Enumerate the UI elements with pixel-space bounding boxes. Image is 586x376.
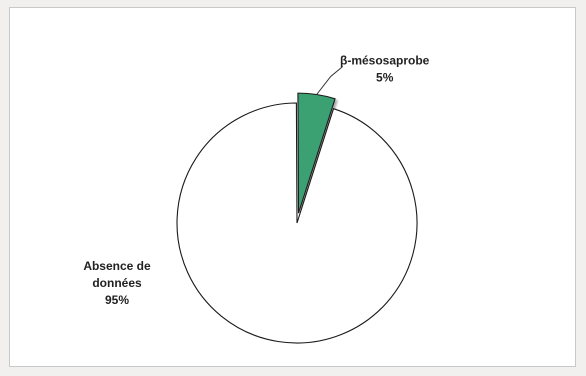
slice-label-1-line-0: Absence de	[83, 259, 151, 273]
slice-label-0: β-mésosaprobe	[340, 54, 430, 68]
pie-chart: β-mésosaprobe 5% Absence de données 95%	[83, 54, 430, 344]
pie-slice-0	[297, 92, 336, 214]
leader-line-0	[316, 66, 344, 95]
slice-label-1-line-1: données	[92, 276, 142, 290]
chart-frame: β-mésosaprobe 5% Absence de données 95%	[9, 7, 576, 367]
slice-value-1: 95%	[105, 293, 129, 307]
slice-value-0: 5%	[376, 71, 394, 85]
pie-slice-1	[176, 102, 418, 344]
